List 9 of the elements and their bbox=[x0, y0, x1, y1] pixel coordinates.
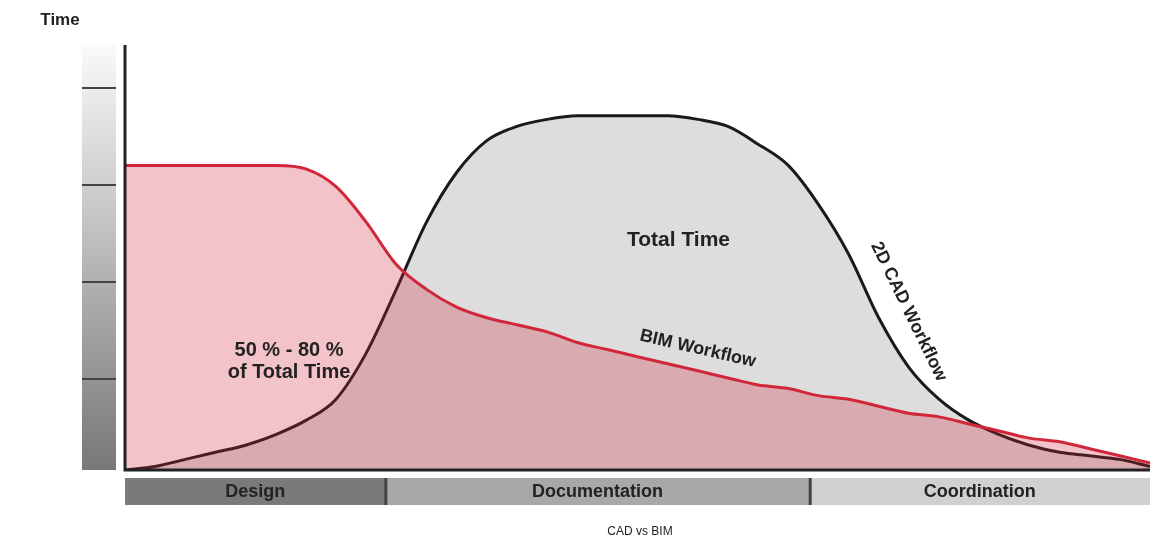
annotation: 50 % - 80 % bbox=[234, 337, 344, 360]
text: BIM Workflow bbox=[638, 324, 760, 372]
text: CAD vs BIM bbox=[607, 524, 673, 539]
text: Time bbox=[40, 9, 80, 29]
text: Coordination bbox=[923, 480, 1036, 501]
text: Design bbox=[225, 480, 286, 501]
annotation: of Total Time bbox=[227, 359, 351, 382]
annotation: Total Time bbox=[626, 226, 731, 250]
text: Documentation bbox=[532, 480, 664, 501]
